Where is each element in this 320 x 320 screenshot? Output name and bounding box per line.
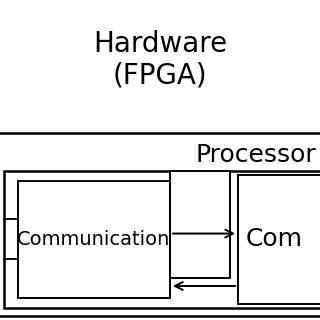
Bar bbox=[170, 171, 230, 278]
Text: Com: Com bbox=[246, 228, 303, 252]
Text: Processor: Processor bbox=[195, 143, 316, 167]
Bar bbox=[18, 181, 170, 298]
Text: Communication: Communication bbox=[17, 230, 171, 249]
Bar bbox=[238, 175, 320, 304]
Bar bbox=[4, 171, 320, 308]
Text: Hardware
(FPGA): Hardware (FPGA) bbox=[93, 29, 227, 90]
